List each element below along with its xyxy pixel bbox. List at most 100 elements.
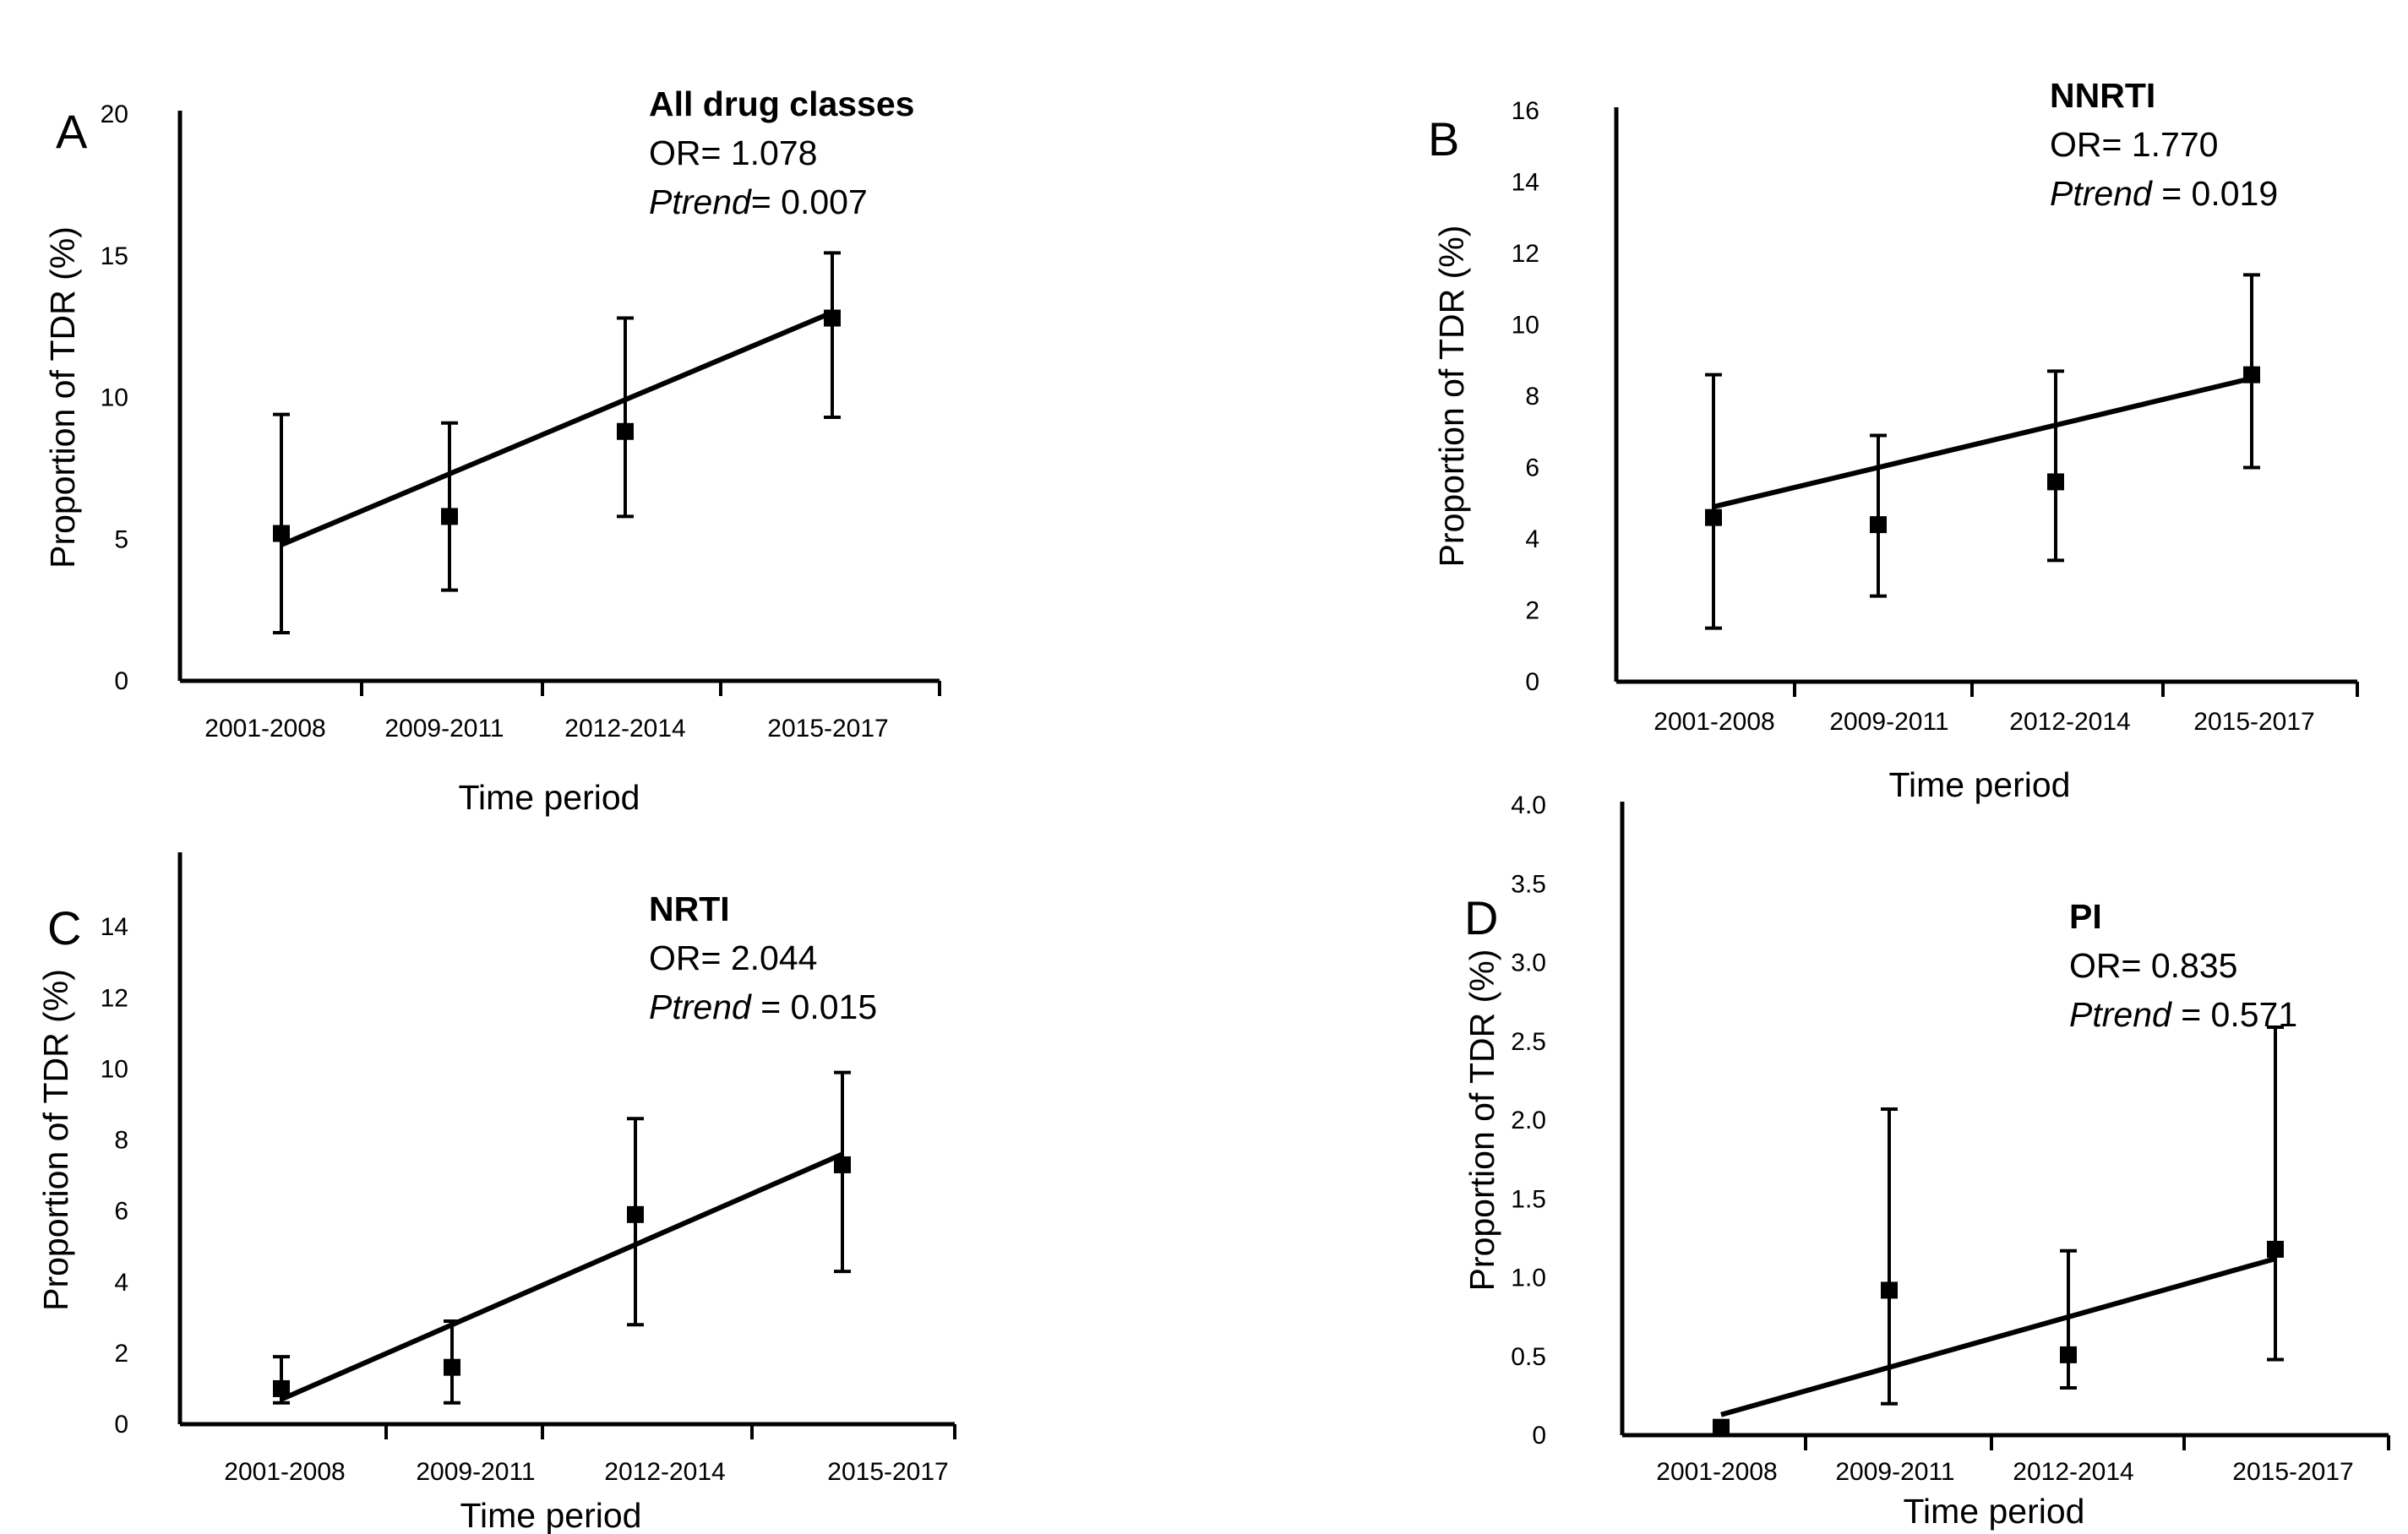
x-tick-label: 2012-2014 bbox=[564, 715, 685, 743]
y-tick-label: 3.0 bbox=[1511, 949, 1546, 977]
panel-letter: B bbox=[1428, 112, 1459, 166]
chart-panel-b: B 0 2 4 6 8 10 12 14 16 2001-2008 2009-2011 2012-201… bbox=[1428, 76, 2359, 804]
y-tick-label: 6 bbox=[1525, 454, 1539, 482]
chart-panel-a: A 0 5 10 15 20 2001-2008 2009-2011 2012-2014 2015… bbox=[43, 84, 941, 817]
x-tick-label: 2009-2011 bbox=[384, 715, 504, 743]
y-tick-label: 2.0 bbox=[1511, 1107, 1546, 1134]
y-tick-label: 2 bbox=[114, 1340, 128, 1368]
data-point bbox=[2267, 1240, 2284, 1258]
p-trend-label: Ptrend bbox=[649, 182, 752, 221]
data-point bbox=[824, 309, 841, 327]
y-tick-label: 5 bbox=[114, 525, 128, 553]
y-tick-label: 15 bbox=[101, 242, 128, 270]
y-tick-label: 0 bbox=[114, 1411, 128, 1439]
odds-ratio: OR= 1.078 bbox=[649, 133, 817, 172]
data-point bbox=[2060, 1346, 2077, 1363]
x-tick-label: 2015-2017 bbox=[2193, 708, 2314, 736]
y-tick-label: 12 bbox=[1512, 240, 1539, 268]
y-tick-label: 8 bbox=[1525, 383, 1539, 411]
x-tick-label: 2012-2014 bbox=[2009, 708, 2130, 736]
p-trend: Ptrend= 0.007 bbox=[649, 182, 868, 221]
data-point bbox=[834, 1156, 851, 1173]
y-axis-title: Proportion of TDR (%) bbox=[36, 969, 75, 1311]
x-tick-label: 2001-2008 bbox=[224, 1458, 345, 1486]
x-tick-label: 2009-2011 bbox=[1829, 708, 1948, 736]
trend-line bbox=[1713, 375, 2253, 509]
p-trend-label: Ptrend bbox=[2050, 174, 2153, 213]
y-tick-label: 2.5 bbox=[1511, 1028, 1546, 1056]
p-trend: Ptrend = 0.015 bbox=[649, 987, 877, 1026]
data-point bbox=[617, 422, 634, 440]
y-tick-label: 14 bbox=[101, 913, 128, 941]
panel-letter: D bbox=[1464, 891, 1498, 944]
p-trend: Ptrend = 0.019 bbox=[2050, 174, 2278, 213]
trend-line bbox=[280, 310, 834, 547]
y-axis-title: Proportion of TDR (%) bbox=[1432, 226, 1471, 568]
p-trend: Ptrend = 0.571 bbox=[2069, 995, 2297, 1034]
x-axis-title: Time period bbox=[459, 778, 640, 817]
odds-ratio: OR= 2.044 bbox=[649, 938, 817, 977]
x-tick-label: 2012-2014 bbox=[2013, 1458, 2133, 1486]
p-trend-value: = 0.007 bbox=[751, 182, 868, 221]
x-tick-label: 2001-2008 bbox=[1653, 708, 1774, 736]
x-axis-title: Time period bbox=[1904, 1492, 2085, 1531]
x-tick-label: 2001-2008 bbox=[204, 715, 325, 743]
data-point bbox=[273, 1379, 290, 1397]
drug-class-title: PI bbox=[2069, 897, 2102, 936]
data-point bbox=[1705, 509, 1722, 526]
y-axis-title: Proportion of TDR (%) bbox=[1463, 949, 1501, 1292]
y-tick-label: 10 bbox=[101, 384, 128, 412]
odds-ratio: OR= 0.835 bbox=[2069, 946, 2237, 985]
x-tick-label: 2015-2017 bbox=[2232, 1458, 2353, 1486]
y-tick-label: 0.5 bbox=[1511, 1343, 1546, 1371]
y-tick-label: 4 bbox=[1525, 525, 1539, 553]
p-trend-label: Ptrend bbox=[649, 987, 752, 1026]
x-tick-label: 2009-2011 bbox=[1835, 1458, 1954, 1486]
x-axis-title: Time period bbox=[1889, 765, 2071, 804]
x-tick-label: 2001-2008 bbox=[1656, 1458, 1777, 1486]
y-tick-label: 3.5 bbox=[1511, 870, 1546, 898]
x-tick-label: 2015-2017 bbox=[827, 1458, 948, 1486]
y-tick-label: 0 bbox=[1532, 1422, 1546, 1450]
data-point bbox=[441, 508, 458, 525]
drug-class-title: All drug classes bbox=[649, 84, 914, 123]
panel-letter: C bbox=[47, 901, 81, 955]
y-tick-label: 4.0 bbox=[1511, 791, 1546, 819]
data-point bbox=[1713, 1418, 1730, 1436]
y-tick-label: 14 bbox=[1512, 169, 1539, 197]
data-point bbox=[1870, 516, 1887, 534]
data-point bbox=[444, 1358, 460, 1376]
panel-letter: A bbox=[56, 105, 88, 158]
odds-ratio: OR= 1.770 bbox=[2050, 125, 2218, 164]
x-axis-title: Time period bbox=[460, 1496, 642, 1534]
chart-panel-d: D 0 0.5 1.0 1.5 2.0 2.5 3.0 3.5 4.0 2001-2008 2009-… bbox=[1463, 791, 2390, 1531]
x-tick-label: 2009-2011 bbox=[416, 1458, 535, 1486]
p-trend-value: = 0.019 bbox=[2152, 174, 2278, 213]
y-tick-label: 10 bbox=[1512, 312, 1539, 340]
y-tick-label: 6 bbox=[114, 1198, 128, 1226]
data-point bbox=[2243, 366, 2260, 384]
y-tick-label: 0 bbox=[1525, 668, 1539, 696]
data-point bbox=[627, 1205, 644, 1223]
p-trend-value: = 0.015 bbox=[751, 987, 877, 1026]
y-axis-title: Proportion of TDR (%) bbox=[43, 226, 82, 568]
y-tick-label: 10 bbox=[101, 1055, 128, 1083]
y-tick-label: 1.5 bbox=[1511, 1185, 1546, 1213]
y-tick-label: 0 bbox=[114, 667, 128, 695]
y-tick-label: 20 bbox=[101, 101, 128, 128]
y-tick-label: 12 bbox=[101, 984, 128, 1012]
y-tick-label: 4 bbox=[114, 1269, 128, 1297]
trend-line bbox=[1720, 1256, 2276, 1417]
y-tick-label: 16 bbox=[1512, 97, 1539, 125]
x-tick-label: 2015-2017 bbox=[767, 715, 888, 743]
y-tick-label: 8 bbox=[114, 1127, 128, 1155]
data-point bbox=[273, 525, 290, 542]
data-point bbox=[2047, 473, 2064, 491]
y-tick-label: 2 bbox=[1525, 597, 1539, 625]
drug-class-title: NNRTI bbox=[2050, 76, 2155, 115]
chart-panel-c: C 0 2 4 6 8 10 12 14 2001-2008 2009-2011 2012-2014 2… bbox=[36, 852, 956, 1534]
p-trend-label: Ptrend bbox=[2069, 995, 2172, 1034]
y-tick-label: 1.0 bbox=[1511, 1265, 1546, 1292]
data-point bbox=[1881, 1281, 1898, 1299]
